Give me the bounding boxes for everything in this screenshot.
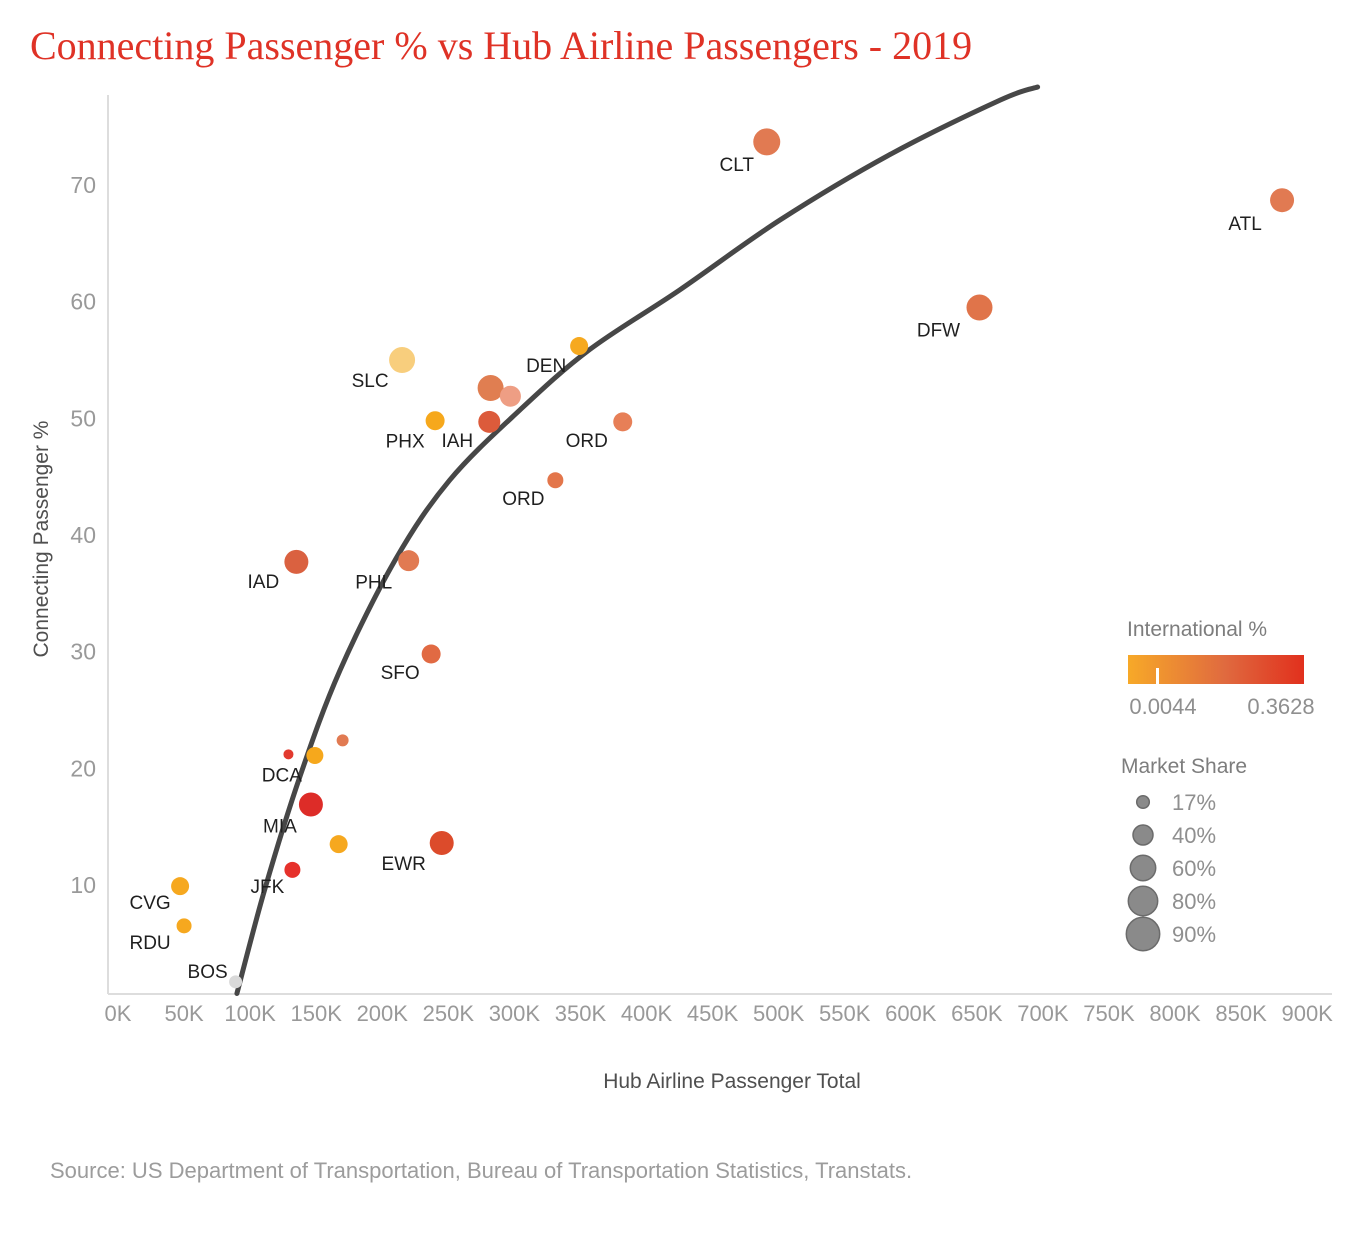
size-legend-label: 60%	[1172, 856, 1216, 881]
color-legend-min-label: 0.0044	[1129, 694, 1197, 719]
y-tick-labels: 10 20 30 40 50 60 70	[70, 172, 96, 898]
x-tick-label: 450K	[687, 1001, 739, 1026]
x-tick-label: 650K	[951, 1001, 1003, 1026]
point-label-SFO: SFO	[381, 663, 420, 684]
y-tick-label: 50	[70, 405, 96, 431]
x-tick-label: 300K	[489, 1001, 541, 1026]
x-tick-labels: 0K 50K 100K 150K 200K 250K 300K 350K 400K 450K 500…	[105, 1001, 1334, 1026]
scatter-point-ORD	[613, 412, 633, 432]
y-tick-label: 40	[70, 522, 96, 548]
x-tick-label: 750K	[1083, 1001, 1135, 1026]
point-label-SLC: SLC	[352, 371, 389, 392]
size-legend-label: 17%	[1172, 790, 1216, 815]
x-tick-label: 0K	[105, 1001, 132, 1026]
x-tick-label: 900K	[1281, 1001, 1333, 1026]
scatter-point-ORD	[547, 472, 564, 489]
scatter-point-EWR	[429, 831, 454, 856]
point-label-MIA: MIA	[263, 817, 297, 838]
scatter-point-unlabeled-14	[336, 734, 349, 747]
size-legend-circle-40%	[1132, 824, 1154, 846]
point-label-DEN: DEN	[526, 356, 566, 377]
y-tick-label: 30	[70, 639, 96, 665]
y-tick-label: 20	[70, 755, 96, 781]
scatter-point-DFW	[966, 294, 993, 321]
point-label-ATL: ATL	[1228, 214, 1261, 235]
color-legend-max-label: 0.3628	[1247, 694, 1315, 719]
point-label-IAD: IAD	[248, 572, 280, 593]
point-labels: CLT ATL DFW DEN SLC PHX IAH ORD ORD IAD PHL SFO DCA M…	[129, 155, 1261, 983]
size-legend-label: 80%	[1172, 889, 1216, 914]
size-legend-label: 40%	[1172, 823, 1216, 848]
scatter-point-ATL	[1270, 188, 1295, 213]
point-label-IAH: IAH	[441, 431, 473, 452]
x-tick-label: 800K	[1149, 1001, 1201, 1026]
color-legend-title: International %	[1127, 618, 1268, 641]
y-tick-label: 10	[70, 872, 96, 898]
scatter-point-unlabeled-5	[477, 375, 504, 402]
y-tick-label: 70	[70, 172, 96, 198]
point-label-BOS: BOS	[188, 962, 228, 983]
x-axis-title: Hub Airline Passenger Total	[603, 1070, 861, 1093]
trend-curve	[234, 84, 1041, 996]
x-tick-label: 100K	[224, 1001, 276, 1026]
scatter-point-BOS	[229, 975, 243, 989]
x-tick-label: 500K	[753, 1001, 805, 1026]
x-tick-label: 50K	[164, 1001, 203, 1026]
y-axis-title: Connecting Passenger %	[30, 420, 53, 658]
point-label-DCA: DCA	[262, 766, 302, 787]
size-legend: 17% 40% 60% 80% 90%	[1125, 790, 1216, 952]
scatter-point-unlabeled-16	[283, 749, 294, 760]
size-legend-label: 90%	[1172, 922, 1216, 947]
scatter-point-IAH	[478, 410, 501, 433]
x-tick-label: 250K	[423, 1001, 475, 1026]
x-tick-label: 850K	[1215, 1001, 1267, 1026]
point-label-ORD: ORD	[566, 431, 608, 452]
point-label-CLT: CLT	[720, 155, 755, 176]
point-label-EWR: EWR	[382, 854, 426, 875]
scatter-point-CLT	[753, 128, 781, 156]
scatter-points	[171, 128, 1295, 989]
scatter-point-unlabeled-18	[329, 835, 348, 854]
x-tick-label: 550K	[819, 1001, 871, 1026]
scatter-point-MIA	[298, 792, 323, 817]
size-legend-circle-90%	[1125, 916, 1161, 952]
x-tick-label: 700K	[1017, 1001, 1069, 1026]
size-legend-circle-60%	[1129, 854, 1157, 882]
x-tick-label: 350K	[555, 1001, 607, 1026]
scatter-point-DCA	[306, 747, 324, 765]
scatter-point-SLC	[389, 347, 416, 374]
scatter-point-unlabeled-6	[499, 385, 521, 407]
point-label-PHX: PHX	[386, 432, 425, 453]
y-tick-label: 60	[70, 289, 96, 315]
point-label-JFK: JFK	[251, 877, 285, 898]
point-label-RDU: RDU	[129, 933, 170, 954]
chart-title: Connecting Passenger % vs Hub Airline Pa…	[30, 23, 973, 68]
size-legend-title: Market Share	[1121, 755, 1248, 778]
color-legend-gradient	[1128, 655, 1304, 684]
source-note: Source: US Department of Transportation,…	[50, 1158, 913, 1183]
x-tick-label: 150K	[290, 1001, 342, 1026]
scatter-point-IAD	[284, 549, 309, 574]
scatter-point-JFK	[284, 861, 301, 878]
scatter-point-PHX	[425, 411, 445, 431]
size-legend-circle-17%	[1135, 794, 1151, 810]
point-label-PHL: PHL	[355, 573, 392, 594]
scatter-point-DEN	[570, 337, 589, 356]
scatter-point-RDU	[176, 918, 192, 934]
color-legend-tick	[1156, 668, 1160, 684]
scatter-point-CVG	[171, 877, 190, 896]
x-tick-label: 400K	[621, 1001, 673, 1026]
size-legend-circle-80%	[1127, 885, 1159, 917]
x-tick-label: 600K	[885, 1001, 937, 1026]
point-label-DFW: DFW	[917, 321, 960, 342]
scatter-point-SFO	[421, 644, 441, 664]
x-tick-label: 200K	[357, 1001, 409, 1026]
point-label-ORD: ORD	[502, 489, 544, 510]
scatter-point-PHL	[398, 550, 420, 572]
point-label-CVG: CVG	[130, 893, 171, 914]
